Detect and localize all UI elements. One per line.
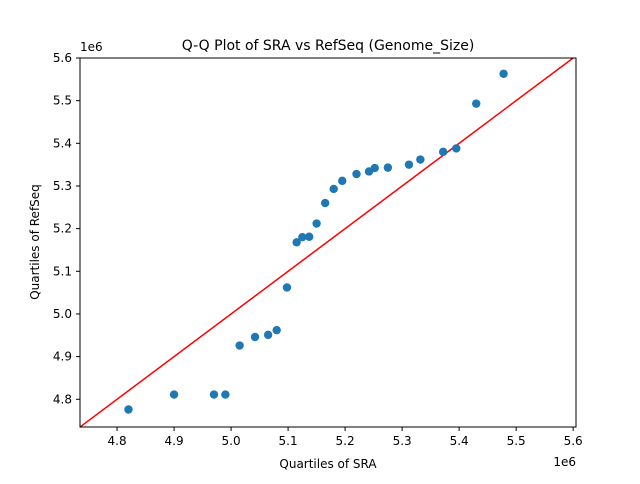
x-tick-label: 5.0 (222, 434, 241, 448)
x-axis-label: Quartiles of SRA (279, 457, 377, 471)
data-point (124, 405, 133, 414)
data-point (383, 163, 393, 172)
x-tick-label: 5.3 (393, 434, 412, 448)
x-axis-offset-label: 1e6 (553, 455, 576, 469)
y-tick-label: 5.5 (53, 94, 72, 108)
data-point (329, 184, 338, 194)
chart-title: Q-Q Plot of SRA vs RefSeq (Genome_Size) (182, 38, 475, 54)
plot-frame (79, 57, 577, 428)
x-tick-label: 4.9 (165, 434, 184, 448)
data-point (320, 198, 330, 208)
y-tick-label: 4.8 (53, 392, 72, 406)
y-axis: 4.8 4.9 5.0 5.1 5.2 5.3 5.4 5.5 5.6 (53, 51, 80, 406)
x-tick-label: 5.6 (564, 434, 583, 448)
x-tick-label: 5.2 (336, 434, 355, 448)
data-point (169, 390, 179, 399)
y-tick-label: 5.3 (53, 179, 72, 193)
y-axis-label: Quartiles of RefSeq (28, 184, 42, 300)
data-point (370, 163, 379, 173)
data-point (304, 232, 314, 241)
data-point (221, 390, 230, 399)
y-tick-label: 5.0 (53, 307, 72, 321)
data-point (404, 160, 414, 169)
data-point (298, 232, 307, 242)
data-point (312, 219, 321, 228)
x-tick-label: 5.1 (279, 434, 298, 448)
y-tick-label: 5.4 (53, 136, 72, 150)
data-point (263, 330, 273, 340)
y-tick-label: 4.9 (53, 350, 72, 364)
x-tick-label: 4.8 (108, 434, 127, 448)
data-point (282, 283, 292, 292)
data-point (416, 155, 425, 164)
data-point (235, 341, 244, 350)
x-tick-label: 5.4 (450, 434, 469, 448)
plot-area (80, 58, 574, 427)
data-point (272, 325, 281, 335)
y-axis-offset-label: 1e6 (80, 40, 103, 54)
data-point (499, 69, 508, 78)
y-tick-label: 5.6 (53, 51, 72, 65)
x-tick-label: 5.5 (507, 434, 526, 448)
reference-line (80, 58, 574, 427)
data-point (250, 332, 260, 342)
data-point (338, 176, 347, 186)
y-tick-label: 5.2 (53, 222, 72, 236)
data-point (209, 390, 219, 399)
y-tick-label: 5.1 (53, 264, 72, 278)
data-point (292, 238, 301, 247)
data-point (352, 169, 361, 179)
data-point (472, 99, 481, 108)
x-axis: 4.8 4.9 5.0 5.1 5.2 5.3 5.4 5.5 5.6 (108, 427, 583, 448)
data-point (438, 147, 448, 157)
data-point (452, 144, 461, 153)
plot-series (80, 58, 574, 427)
